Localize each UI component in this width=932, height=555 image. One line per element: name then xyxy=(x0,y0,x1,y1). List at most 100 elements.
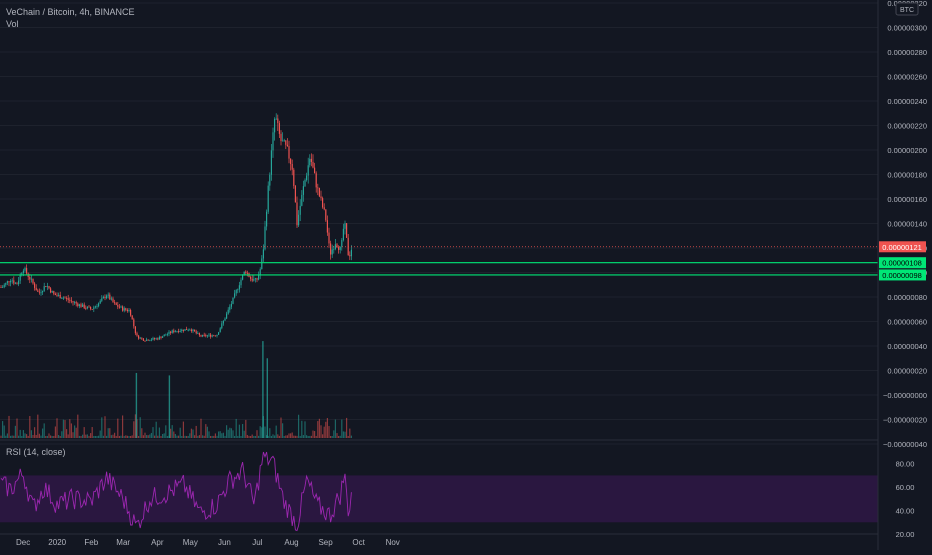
volume-bar xyxy=(187,435,189,438)
candle xyxy=(14,283,16,285)
candle xyxy=(138,335,140,339)
time-axis[interactable]: Dec 2020 Feb Mar Apr May Jun Jul Aug Sep Oct Nov xyxy=(16,538,400,547)
volume-bar xyxy=(120,435,122,438)
volume-bar xyxy=(205,424,207,438)
volume-bar xyxy=(246,435,248,438)
candle xyxy=(149,340,151,342)
candle xyxy=(214,335,216,337)
candle xyxy=(206,335,208,337)
volume-bar xyxy=(240,435,242,438)
volume-bar xyxy=(149,434,151,438)
candle xyxy=(170,331,172,333)
volume-bar xyxy=(189,433,191,438)
volume-bar xyxy=(70,423,72,438)
candle xyxy=(54,293,56,296)
volume-bar xyxy=(218,431,220,438)
candle xyxy=(269,174,271,186)
candle xyxy=(43,286,45,292)
volume-bar xyxy=(286,435,288,438)
horizontal-lines[interactable] xyxy=(0,246,878,276)
rsi-tick-label: 80.00 xyxy=(896,460,915,469)
candle xyxy=(219,328,221,333)
volume-bar xyxy=(200,418,202,438)
volume-bar xyxy=(8,415,10,438)
volume-bar xyxy=(267,435,269,438)
candle xyxy=(110,298,112,300)
currency-badge[interactable] xyxy=(895,2,919,16)
volume-bar xyxy=(5,435,7,438)
candle xyxy=(277,118,279,124)
candle xyxy=(128,309,130,312)
volume-bar xyxy=(75,427,77,438)
candle xyxy=(294,185,296,203)
volume-bar xyxy=(222,432,224,438)
volume-bar xyxy=(299,435,301,438)
candle xyxy=(104,296,106,299)
candle xyxy=(238,285,240,290)
candle xyxy=(50,288,52,293)
price-tick-label: 0.00000040 xyxy=(887,342,927,351)
candle xyxy=(62,297,64,299)
volume-bar xyxy=(254,435,256,438)
volume-bar xyxy=(320,425,322,438)
volume-bar xyxy=(150,432,152,438)
price-tick-label: 0.00000160 xyxy=(887,195,927,204)
candle xyxy=(64,297,66,299)
price-tick-label: −0.00000040 xyxy=(883,440,927,449)
volume-bar xyxy=(312,430,314,438)
candle xyxy=(117,304,119,307)
candle xyxy=(139,337,141,339)
volume-bar xyxy=(243,430,245,438)
volume-bar xyxy=(350,435,352,438)
volume-bar xyxy=(323,426,325,438)
volume-bar xyxy=(157,435,159,438)
candle xyxy=(86,306,88,309)
rsi-axis[interactable]: 80.00 60.00 40.00 20.00 xyxy=(896,460,915,539)
volume-bar xyxy=(259,426,261,438)
candle xyxy=(306,175,308,181)
volume-bar xyxy=(80,435,82,438)
candle xyxy=(133,319,135,327)
volume-bar xyxy=(176,435,178,438)
volume-bar xyxy=(24,433,26,438)
candle xyxy=(75,302,77,304)
volume-bar xyxy=(102,435,104,438)
volume-bar xyxy=(118,435,120,438)
candle xyxy=(98,303,100,307)
candle xyxy=(195,331,197,334)
volume-bar xyxy=(38,433,40,438)
volume-bar xyxy=(258,435,260,438)
candle xyxy=(37,290,39,292)
candle xyxy=(216,334,218,337)
candle xyxy=(90,306,92,310)
volume-bar xyxy=(48,433,50,438)
volume-bar xyxy=(166,435,168,438)
candle xyxy=(211,335,213,337)
volume-bar xyxy=(115,435,117,438)
candle xyxy=(240,279,242,286)
volume-bar xyxy=(333,430,335,438)
rsi-tick-label: 40.00 xyxy=(896,507,915,516)
volume-bar xyxy=(248,435,250,438)
candle xyxy=(35,287,37,291)
volume-bar xyxy=(302,435,304,438)
volume-bar xyxy=(18,435,20,438)
candle xyxy=(80,304,82,307)
volume-bar xyxy=(117,418,119,438)
candle xyxy=(296,202,298,226)
volume-bar xyxy=(298,414,300,438)
volume-bar xyxy=(134,414,136,438)
candle xyxy=(246,272,248,274)
candle xyxy=(122,306,124,311)
volume-bar xyxy=(42,428,44,438)
volume-bar xyxy=(61,431,63,438)
volume-bar xyxy=(283,435,285,438)
candle xyxy=(338,247,340,250)
candle xyxy=(174,331,176,333)
candle xyxy=(320,196,322,199)
price-tick-label: 0.00000240 xyxy=(887,97,927,106)
volume-bar xyxy=(181,435,183,438)
volume-bar xyxy=(62,419,64,438)
candle xyxy=(118,306,120,308)
